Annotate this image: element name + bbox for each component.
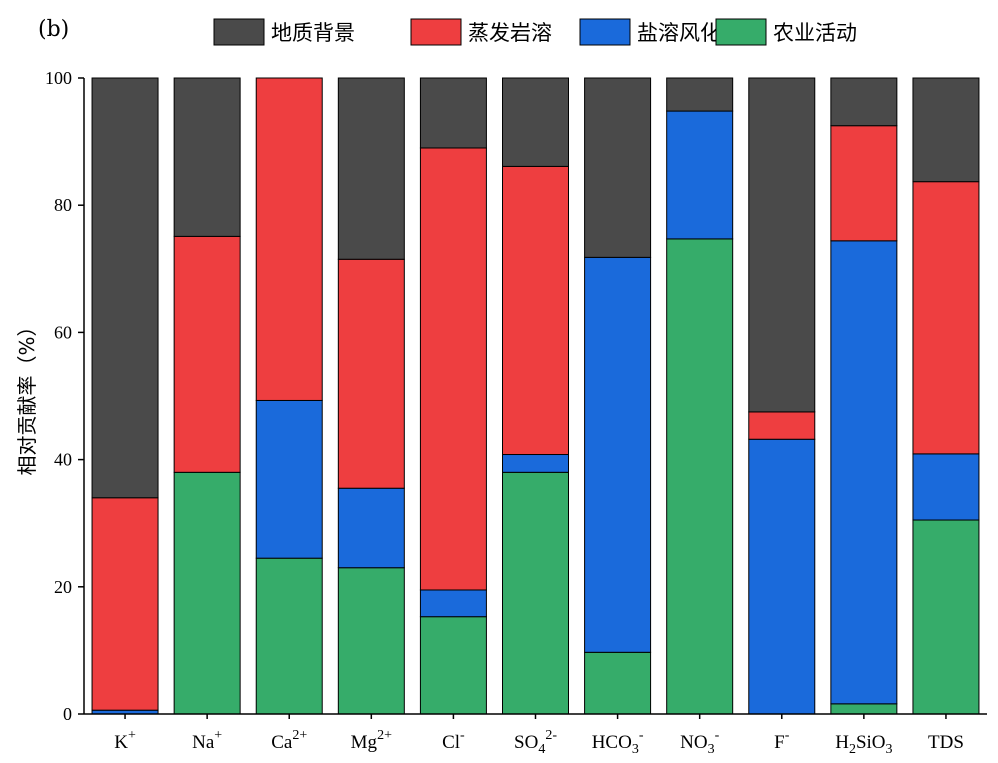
legend-swatch-3 <box>715 18 767 46</box>
x-tick-label-part: - <box>639 728 644 743</box>
x-tick-label: Cl- <box>442 728 465 753</box>
y-tick-label: 40 <box>54 450 72 470</box>
bar-segment-4-2 <box>419 147 487 591</box>
bar-segment-7-1 <box>666 110 734 240</box>
bar-segment-3-3 <box>337 77 405 260</box>
legend-swatch-2 <box>579 18 631 46</box>
bar-segment-4-3 <box>419 77 487 149</box>
x-tick-label: H2SiO3 <box>835 732 892 757</box>
bar-segment-9-2 <box>830 125 898 242</box>
bar-segment-1-0 <box>173 471 241 715</box>
bar-segment-4-1 <box>419 589 487 618</box>
bar-segment-5-0 <box>502 471 569 715</box>
x-tick-label: NO3- <box>680 728 719 757</box>
bar-segment-3-0 <box>337 567 405 715</box>
x-tick-label-part: H <box>835 732 849 753</box>
bar-segment-3-1 <box>337 487 405 569</box>
legend: 地质背景 蒸发岩溶 盐溶风化 农业活动 <box>213 18 857 46</box>
x-tick-label: Na+ <box>192 728 222 753</box>
x-tick-label-part: 2+ <box>292 728 307 743</box>
y-axis-title: 相对贡献率（%） <box>15 316 39 475</box>
bar-segment-5-1 <box>502 454 569 473</box>
bar-segment-8-3 <box>748 77 816 413</box>
x-tick-label-part: 2+ <box>377 728 392 743</box>
bar-segment-5-2 <box>502 165 569 456</box>
y-tick-label: 0 <box>63 704 72 724</box>
bar-segment-8-2 <box>748 411 816 440</box>
bar-segment-6-0 <box>584 651 652 715</box>
bar-segment-1-2 <box>173 235 241 473</box>
x-tick-label: Ca2+ <box>271 728 307 753</box>
x-tick-label-part: - <box>460 728 465 743</box>
x-tick-label-part: 3 <box>708 742 715 757</box>
bar-segment-10-1 <box>912 453 980 521</box>
x-tick-label-part: 2 <box>849 742 856 757</box>
bar-segment-8-1 <box>748 438 816 715</box>
legend-label-0: 地质背景 <box>271 21 355 45</box>
x-tick-label: TDS <box>928 732 964 753</box>
x-tick-label-part: Cl <box>442 732 460 753</box>
bar-segment-6-3 <box>584 77 652 258</box>
bar-segment-7-0 <box>666 238 734 715</box>
x-tick-label: HCO3- <box>592 728 644 757</box>
bar-segment-10-0 <box>912 519 980 715</box>
bar-segment-4-0 <box>419 616 487 715</box>
bars <box>91 77 980 715</box>
x-tick-label-part: F <box>774 732 785 753</box>
bar-segment-6-1 <box>584 256 652 653</box>
x-tick-label-part: NO <box>680 732 707 753</box>
x-tick-label-part: + <box>128 728 136 743</box>
bar-segment-10-2 <box>912 181 980 455</box>
x-tick-label: Mg2+ <box>351 728 392 753</box>
legend-swatch-1 <box>410 18 462 46</box>
bar-segment-1-3 <box>173 77 241 237</box>
x-tick-label: K+ <box>114 728 136 753</box>
bar-segment-5-3 <box>502 77 569 167</box>
x-tick-label-part: 3 <box>632 742 639 757</box>
panel-label: (b) <box>38 17 69 42</box>
bar-segment-9-3 <box>830 77 898 127</box>
legend-label-2: 盐溶风化 <box>637 21 721 45</box>
x-tick-label-part: 4 <box>538 742 545 757</box>
x-tick-label-part: Mg <box>351 732 378 753</box>
bar-segment-10-3 <box>912 77 980 183</box>
y-tick-label: 100 <box>45 68 72 88</box>
x-tick-label-part: HCO <box>592 732 632 753</box>
bar-segment-2-0 <box>255 557 323 715</box>
bar-segment-2-1 <box>255 399 323 559</box>
x-tick-label-part: 3 <box>886 742 893 757</box>
y-tick-label: 80 <box>54 195 72 215</box>
bar-segment-0-3 <box>91 77 159 499</box>
bar-segment-2-2 <box>255 77 323 401</box>
x-tick-label-part: - <box>785 728 790 743</box>
legend-label-1: 蒸发岩溶 <box>468 21 552 45</box>
legend-label-3: 农业活动 <box>773 21 857 45</box>
x-tick-label: F- <box>774 728 790 753</box>
x-tick-label-part: 2- <box>545 728 557 743</box>
y-tick-label: 60 <box>54 322 72 342</box>
x-tick-label-part: SO <box>514 732 538 753</box>
x-tick-label-part: - <box>715 728 720 743</box>
bar-segment-7-3 <box>666 77 734 112</box>
bar-segment-9-0 <box>830 703 898 715</box>
x-tick-label-part: K <box>114 732 128 753</box>
bar-segment-3-2 <box>337 258 405 489</box>
x-tick-label-part: Na <box>192 732 215 753</box>
bar-segment-0-2 <box>91 497 159 711</box>
x-tick-label-part: + <box>214 728 222 743</box>
x-tick-label-part: Ca <box>271 732 293 753</box>
bar-segment-9-1 <box>830 240 898 705</box>
x-tick-label-part: SiO <box>856 732 886 753</box>
legend-swatch-0 <box>213 18 265 46</box>
y-tick-label: 20 <box>54 577 72 597</box>
x-tick-label-part: TDS <box>928 732 964 753</box>
x-tick-label: SO42- <box>514 728 557 757</box>
